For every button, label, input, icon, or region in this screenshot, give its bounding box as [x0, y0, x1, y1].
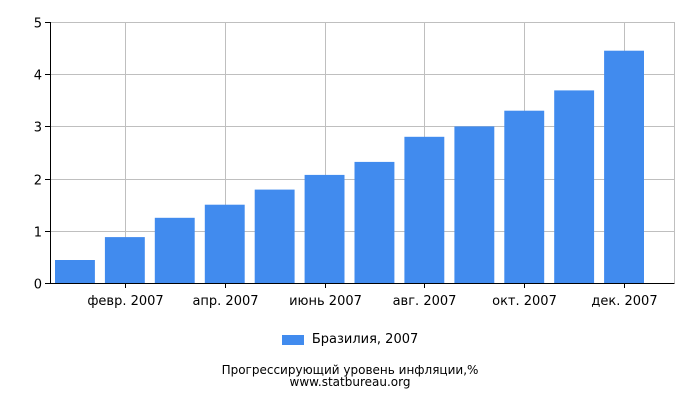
bar	[204, 204, 245, 283]
y-tick-label: 0	[34, 278, 42, 293]
x-tick-label: февр. 2007	[87, 294, 163, 309]
bar	[304, 174, 345, 283]
label-layer: 0 1 2 3 4 5 февр. 2007 апр. 2007 июнь 2007 авг. 2…	[34, 17, 658, 310]
y-tick-label: 4	[34, 69, 42, 84]
bar	[104, 237, 145, 283]
bar-layer	[55, 50, 644, 284]
bar	[55, 260, 95, 283]
chart-caption-source: www.statbureau.org	[289, 375, 411, 389]
y-tick-label: 2	[34, 174, 42, 189]
bar	[154, 217, 195, 284]
bar	[554, 90, 595, 284]
x-tick-label: окт. 2007	[492, 294, 557, 309]
y-tick-label: 3	[34, 121, 42, 136]
chart-caption-title: Прогрессирующий уровень инфляции,%	[221, 363, 479, 377]
x-tick-label: дек. 2007	[591, 294, 657, 309]
legend-label: Бразилия, 2007	[311, 332, 419, 347]
bar	[504, 110, 545, 283]
x-tick-label: авг. 2007	[393, 294, 457, 309]
axis-layer	[45, 22, 675, 288]
bar	[404, 136, 445, 283]
bar-chart: 0 1 2 3 4 5 февр. 2007 апр. 2007 июнь 2007 авг. 2…	[34, 17, 675, 310]
x-tick-label: апр. 2007	[192, 294, 258, 309]
bar	[454, 126, 495, 284]
bar	[604, 50, 644, 284]
legend: Бразилия, 2007	[0, 332, 700, 347]
legend-swatch	[281, 334, 304, 345]
y-tick-label: 5	[34, 17, 42, 32]
bar	[254, 189, 295, 283]
y-tick-label: 1	[34, 226, 42, 241]
bar	[354, 161, 395, 283]
x-tick-label: июнь 2007	[289, 294, 362, 309]
